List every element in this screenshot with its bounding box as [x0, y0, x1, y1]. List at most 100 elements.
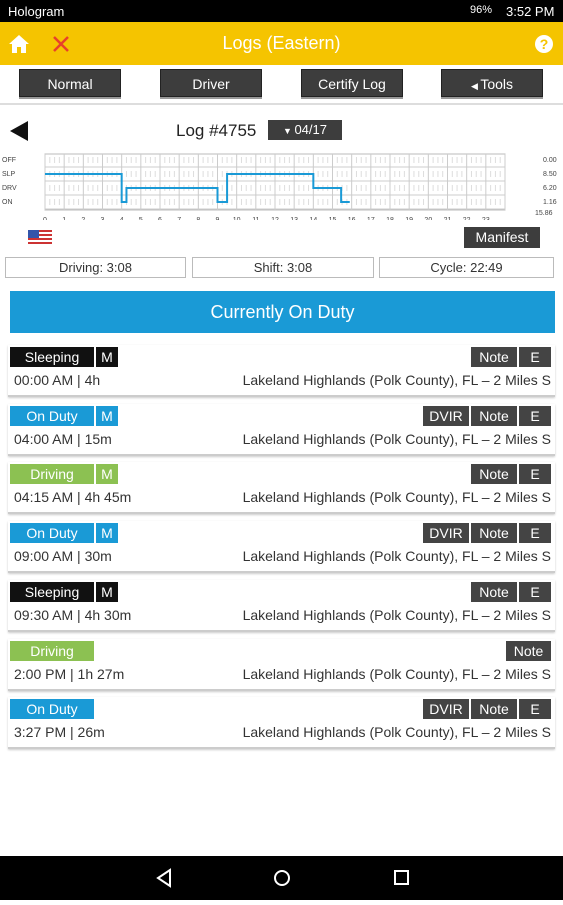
hour-label: 15 — [329, 217, 337, 220]
tab[interactable]: Normal — [19, 69, 121, 97]
flag-tag: M — [96, 347, 118, 367]
event-location: Lakeland Highlands (Polk County), FL – 2… — [242, 548, 551, 565]
event-location: Lakeland Highlands (Polk County), FL – 2… — [242, 606, 551, 623]
event-button[interactable]: E — [519, 523, 551, 544]
event-button[interactable]: E — [519, 405, 551, 426]
hour-label: 18 — [386, 217, 394, 220]
row-label: SLP — [2, 171, 16, 178]
svg-text:?: ? — [540, 36, 549, 52]
event-time: 2:00 PM | 1h 27m — [14, 665, 125, 682]
help-icon[interactable]: ? — [534, 34, 554, 54]
row-label: OFF — [2, 157, 16, 164]
tab[interactable]: ◀ Tools — [441, 69, 543, 97]
hour-label: 13 — [290, 217, 298, 220]
us-flag — [28, 230, 52, 246]
event-time: 3:27 PM | 26m — [14, 724, 105, 741]
hour-label: 16 — [348, 217, 356, 220]
tab-label: Tools — [480, 76, 514, 92]
event-card: On Duty M E Note DVIR 04:00 AM | 15m Lakeland … — [8, 404, 555, 456]
hour-label: 7 — [177, 217, 181, 220]
event-button[interactable]: E — [519, 464, 551, 485]
event-card: Driving M E Note 04:15 AM | 4h 45m Lakeland H… — [8, 462, 555, 515]
event-card: Driving Note 2:00 PM | 1h 27m Lakeland High… — [8, 639, 555, 691]
clock: 3:52 PM — [506, 4, 555, 19]
event-button[interactable]: Note — [471, 405, 517, 426]
status-tag: Driving — [10, 640, 94, 661]
date: 04/17 — [294, 122, 327, 137]
nav-icons — [156, 868, 409, 888]
event-card: On Duty M E Note DVIR 09:00 AM | 30m Lakeland … — [8, 521, 555, 574]
battery: 96% — [470, 4, 493, 16]
row-label: ON — [2, 199, 13, 206]
header-title: Logs (Eastern) — [222, 33, 341, 53]
hour-label: 9 — [216, 217, 220, 220]
hour-label: 1 — [62, 217, 66, 220]
event-location: Lakeland Highlands (Polk County), FL – 2… — [242, 372, 551, 388]
date-picker[interactable]: ▼ 04/17 — [268, 120, 342, 140]
event-time: 00:00 AM | 4h — [14, 372, 101, 388]
hour-label: 3 — [101, 217, 105, 220]
event-button[interactable]: DVIR — [423, 699, 469, 720]
event-time: 04:00 AM | 15m — [14, 430, 112, 447]
home-icon[interactable] — [8, 34, 30, 54]
header: Logs (Eastern) ? — [0, 22, 563, 65]
event-time: 04:15 AM | 4h 45m — [14, 489, 132, 506]
back-arrow[interactable] — [8, 120, 30, 142]
event-button[interactable]: E — [519, 581, 551, 602]
hour-label: 21 — [444, 217, 452, 220]
event-time: 09:30 AM | 4h 30m — [14, 606, 132, 623]
row-total: 8.50 — [543, 171, 557, 178]
event-button[interactable]: Note — [506, 640, 551, 661]
carrier: Hologram — [8, 4, 65, 19]
event-button[interactable]: Note — [471, 347, 517, 367]
event-button[interactable]: Note — [471, 581, 517, 602]
summary-box: Shift: 3:08 — [192, 257, 374, 278]
close-icon[interactable] — [52, 35, 70, 53]
hour-label: 17 — [367, 217, 375, 220]
event-button[interactable]: E — [519, 699, 551, 720]
flag-tag: M — [96, 523, 118, 544]
hour-label: 14 — [309, 217, 317, 220]
nav-bar — [0, 856, 563, 900]
log-title: Log #4755 — [176, 121, 257, 140]
hour-label: 5 — [139, 217, 143, 220]
hour-label: 20 — [424, 217, 432, 220]
summary-box: Cycle: 22:49 — [379, 257, 554, 278]
row-label: DRV — [2, 185, 17, 192]
hour-label: 12 — [271, 217, 279, 220]
status-tag: Sleeping — [10, 581, 94, 602]
event-button[interactable]: Note — [471, 523, 517, 544]
event-location: Lakeland Highlands (Polk County), FL – 2… — [242, 489, 551, 506]
hour-label: 0 — [43, 217, 47, 220]
hour-label: 10 — [233, 217, 241, 220]
hour-label: 6 — [158, 217, 162, 220]
event-button[interactable]: DVIR — [423, 405, 469, 426]
hour-label: 2 — [81, 217, 85, 220]
hour-label: 8 — [196, 217, 200, 220]
event-card: On Duty E Note DVIR 3:27 PM | 26m Lakeland Hi… — [8, 697, 555, 750]
hour-label: 19 — [405, 217, 413, 220]
hour-label: 11 — [252, 217, 259, 220]
manifest-button[interactable]: Manifest — [464, 227, 540, 248]
event-button[interactable]: Note — [471, 699, 517, 720]
event-card: Sleeping M E Note 00:00 AM | 4h Lakeland High… — [8, 345, 555, 397]
row-total: 6.20 — [543, 185, 557, 192]
event-button[interactable]: E — [519, 347, 551, 367]
grand-total: 15.86 — [535, 210, 553, 217]
tab-bar: Normal Driver Certify Log ◀ Tools — [0, 65, 563, 105]
event-location: Lakeland Highlands (Polk County), FL – 2… — [242, 665, 551, 682]
tab[interactable]: Driver — [160, 69, 262, 97]
event-location: Lakeland Highlands (Polk County), FL – 2… — [242, 724, 551, 741]
event-location: Lakeland Highlands (Polk County), FL – 2… — [242, 430, 551, 447]
flag-tag: M — [96, 581, 118, 602]
status-tag: On Duty — [10, 405, 94, 426]
hour-label: 23 — [482, 217, 490, 220]
tab[interactable]: Certify Log — [301, 69, 403, 97]
log-graph: OFF0.00SLP8.50DRV6.20ON1.1615.8601234567… — [2, 153, 557, 220]
row-total: 1.16 — [543, 199, 557, 206]
event-button[interactable]: DVIR — [423, 523, 469, 544]
event-button[interactable]: Note — [471, 464, 517, 485]
duty-line — [45, 173, 350, 203]
event-time: 09:00 AM | 30m — [14, 548, 112, 565]
